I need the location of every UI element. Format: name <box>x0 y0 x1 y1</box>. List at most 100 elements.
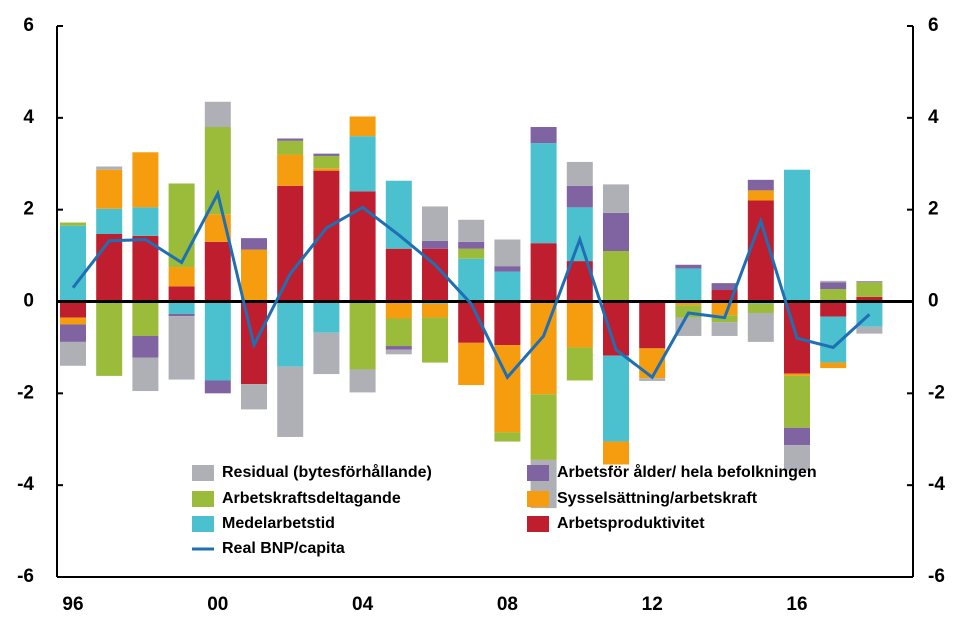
bar-segment <box>204 127 231 215</box>
bar-segment <box>856 296 883 302</box>
bar-segment <box>422 303 448 318</box>
y2-tick-label: 2 <box>928 199 939 220</box>
bar-segment <box>422 206 448 241</box>
bar-segment <box>422 240 448 249</box>
bar-segment <box>784 169 810 302</box>
bar-segment <box>566 301 593 348</box>
legend-label: Real BNP/capita <box>222 540 345 557</box>
bar-segment <box>241 238 267 250</box>
bar-segment <box>820 362 847 369</box>
bar-segment <box>711 301 738 316</box>
bar-segment <box>385 248 412 302</box>
bar-segment <box>96 208 123 235</box>
legend-swatch <box>192 516 214 532</box>
bar-segment <box>603 212 629 251</box>
bar-segment <box>313 301 340 333</box>
bar-segment <box>168 267 195 287</box>
bar-segment <box>530 394 557 460</box>
legend-swatch <box>527 491 549 507</box>
bar-segment <box>132 301 159 336</box>
bar-segment <box>132 335 159 358</box>
bar-segment <box>530 243 557 302</box>
bar-segment <box>349 301 376 370</box>
bar-segment <box>60 324 86 342</box>
y-tick-label: -6 <box>17 566 34 587</box>
bar-segment <box>458 248 485 259</box>
legend-label: Arbetsproduktivitet <box>557 515 705 532</box>
bar-segment <box>494 271 521 302</box>
bar-segment <box>639 301 666 349</box>
bar-segment <box>494 432 521 442</box>
bar-segment <box>168 301 195 314</box>
bar-segment <box>132 152 159 208</box>
bar-segment <box>60 222 86 226</box>
bar-segment <box>96 234 123 302</box>
bar-segment <box>313 168 340 171</box>
legend-swatch <box>527 465 549 481</box>
bar-segment <box>313 170 340 302</box>
bar-segment <box>349 116 376 137</box>
bar-segment <box>204 101 231 128</box>
y2-tick-label: 0 <box>928 291 939 312</box>
bar-segment <box>856 326 883 334</box>
legend-label: Sysselsättning/arbetskraft <box>557 490 758 507</box>
x-tick-label: 00 <box>207 594 228 615</box>
bar-segment <box>747 303 774 313</box>
legend-swatch <box>527 516 549 532</box>
y-tick-label: 6 <box>23 15 34 36</box>
bar-segment <box>566 161 593 186</box>
bar-segment <box>566 207 593 262</box>
bar-segment <box>385 346 412 350</box>
x-tick-label: 16 <box>786 594 807 615</box>
bar-segment <box>747 179 774 191</box>
bar-segment <box>385 301 412 319</box>
bar-segment <box>385 180 412 249</box>
bar-segment <box>603 184 629 213</box>
bar-segment <box>494 266 521 272</box>
bar-segment <box>820 301 847 317</box>
bar-segment <box>132 207 159 236</box>
bar-segment <box>603 355 629 442</box>
bar-segment <box>277 366 304 437</box>
bar-segment <box>168 313 195 317</box>
bar-segment <box>96 166 123 170</box>
bar-segment <box>349 369 376 393</box>
bar-segment <box>711 283 738 291</box>
bar-segment <box>313 155 340 169</box>
bar-segment <box>820 289 847 302</box>
bar-segment <box>204 380 231 394</box>
bar-segment <box>603 250 629 302</box>
bar-segment <box>96 169 123 209</box>
legend-label: Residual (bytesförhållande) <box>222 463 432 481</box>
x-tick-label: 12 <box>642 594 663 615</box>
bar-segment <box>277 185 304 302</box>
bar-segment <box>747 312 774 342</box>
legend-label: Medelarbetstid <box>222 515 335 532</box>
bar-segment <box>530 143 557 244</box>
bar-segment <box>60 317 86 325</box>
bar-segment <box>856 282 883 297</box>
bar-segment <box>566 185 593 208</box>
bar-segment <box>675 264 702 269</box>
bar-segment <box>422 317 448 363</box>
bar-segment <box>784 373 810 376</box>
bar-segment <box>494 239 521 267</box>
line-series <box>71 189 871 380</box>
y-tick-label: 2 <box>23 199 34 220</box>
bar-segment <box>784 445 810 471</box>
bar-segment <box>277 140 304 155</box>
bar-segment <box>277 138 304 141</box>
bar-segment <box>313 332 340 375</box>
y-tick-label: 0 <box>23 291 34 312</box>
bar-segment <box>60 225 86 302</box>
x-tick-label: 96 <box>62 594 83 615</box>
x-tick-label: 04 <box>352 594 374 615</box>
y2-tick-label: 6 <box>928 15 939 36</box>
bar-segment <box>856 281 883 283</box>
y2-tick-label: 4 <box>928 107 939 128</box>
bar-segment <box>349 136 376 192</box>
bar-segment <box>277 154 304 186</box>
x-tick-label: 08 <box>497 594 518 615</box>
bar-segment <box>96 301 123 376</box>
bar-segment <box>458 219 485 242</box>
